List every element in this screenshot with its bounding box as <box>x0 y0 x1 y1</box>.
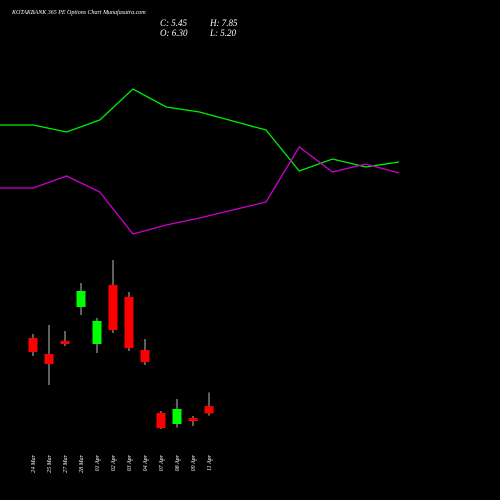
chart-title: KOTAKBANK 365 PE Options Chart Munafasut… <box>11 9 146 16</box>
stat-open: O: 6.30 <box>160 28 188 38</box>
line-series <box>0 146 400 235</box>
line-series <box>0 88 400 172</box>
stat-high: H: 7.85 <box>209 18 238 28</box>
candle-body <box>92 320 102 345</box>
stat-low: L: 5.20 <box>209 28 237 38</box>
x-tick-label: 04 Apr <box>142 454 149 471</box>
candle-body <box>44 354 54 365</box>
x-tick-label: 25 Mar <box>47 454 53 472</box>
x-tick-label: 08 Apr <box>175 454 181 471</box>
candle-body <box>172 408 182 425</box>
candle-body <box>28 338 38 353</box>
candle-body <box>140 350 150 363</box>
x-tick-label: 09 Apr <box>191 454 197 471</box>
x-tick-label: 27 Mar <box>63 454 69 472</box>
x-tick-label: 01 Apr <box>95 454 101 471</box>
x-tick-label: 03 Apr <box>127 454 133 471</box>
candle-body <box>108 284 118 331</box>
candle-body <box>156 412 166 429</box>
x-tick-label: 28 Mar <box>79 454 85 472</box>
x-tick-label: 11 Apr <box>207 454 213 471</box>
x-tick-label: 07 Apr <box>159 454 165 471</box>
candle-body <box>188 418 198 421</box>
x-tick-label: 24 Mar <box>30 454 37 472</box>
stat-close: C: 5.45 <box>160 18 188 28</box>
candle-body <box>60 340 70 345</box>
candle-body <box>76 290 86 307</box>
x-tick-label: 02 Apr <box>111 454 117 471</box>
candle-body <box>204 406 214 414</box>
candle-body <box>124 296 134 349</box>
